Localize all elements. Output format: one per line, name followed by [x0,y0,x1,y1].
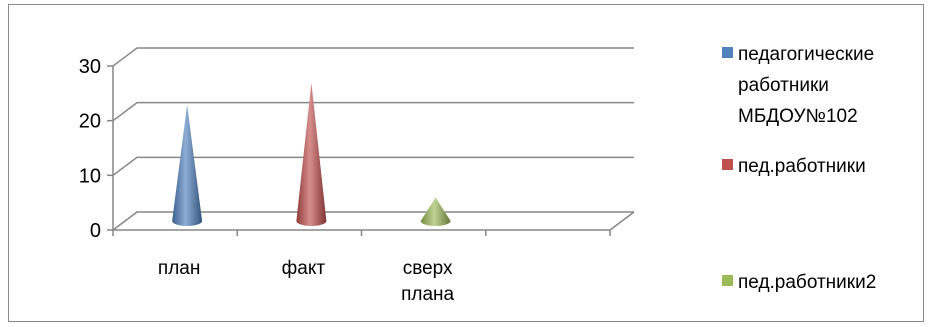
y-axis-ticks: 0 10 20 30 [79,56,101,242]
cones [172,82,451,226]
cone-body [296,82,327,226]
legend-swatch [722,159,733,170]
cone-body [172,104,203,226]
cone-bar [296,82,327,226]
chart-frame [8,4,924,322]
legend: педагогические работники МБДОУ№102 пед.рабо… [722,44,876,293]
category-label: план [158,258,200,279]
gridline [112,101,634,122]
legend-label: пед.работники2 [738,272,876,293]
gridlines [107,47,635,236]
cone-body [420,197,451,226]
y-tick-label: 10 [79,165,101,187]
legend-swatch [722,275,733,286]
legend-label: педагогические [738,44,874,65]
y-tick-label: 0 [90,220,101,242]
category-label: сверх [403,258,453,279]
cone-bar [420,197,451,226]
legend-label: работники [738,75,829,96]
gridline [112,211,634,231]
y-tick-label: 30 [79,56,101,78]
gridline [112,156,634,176]
category-label: факт [282,258,326,279]
legend-label: пед.работники [738,156,866,177]
legend-swatch [722,47,733,58]
category-labels: план факт сверх плана [158,258,455,305]
y-tick-label: 20 [79,111,101,133]
cone-bar [172,104,203,226]
category-label: плана [401,284,454,305]
gridline [112,47,634,67]
legend-label: МБДОУ№102 [738,106,858,127]
